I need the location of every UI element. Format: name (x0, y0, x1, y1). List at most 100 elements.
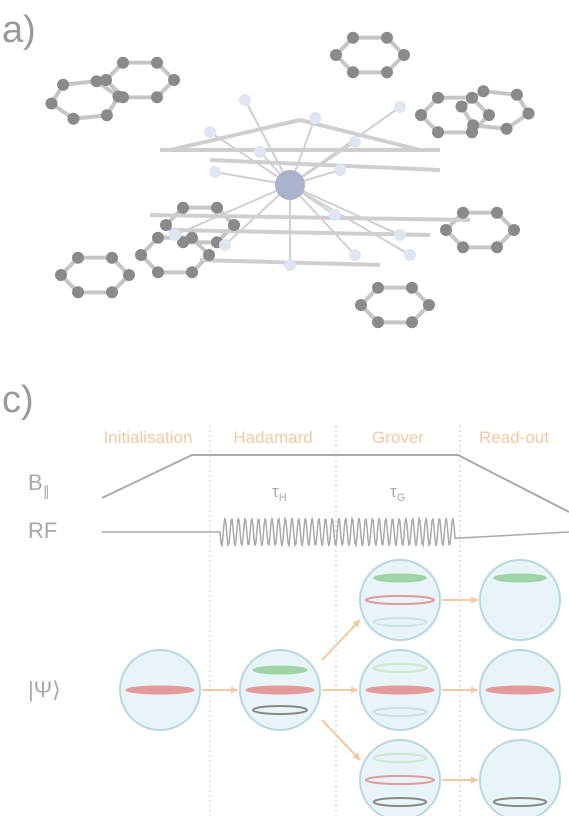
nitrogen-atom (209, 166, 221, 178)
carbon-atom (372, 316, 384, 328)
carbon-atom (152, 266, 164, 278)
bond (150, 215, 470, 220)
b-field-profile (102, 455, 569, 512)
bloch-sphere (480, 560, 560, 640)
carbon-atom (330, 49, 342, 61)
arrow-head (231, 686, 238, 694)
bond (170, 120, 300, 150)
carbon-atom (135, 249, 147, 261)
carbon-atom (398, 49, 410, 61)
nitrogen-atom (254, 146, 266, 158)
nitrogen-atom (329, 209, 341, 221)
state-label: |Ψ⟩ (28, 677, 61, 702)
level (126, 686, 194, 694)
arrow-head (471, 776, 478, 784)
carbon-atom (152, 232, 164, 244)
nitrogen-atom (334, 164, 346, 176)
carbon-atom (466, 92, 478, 104)
level (494, 574, 547, 582)
carbon-atom (347, 32, 359, 44)
arrow (322, 720, 360, 760)
carbon-atom (415, 109, 427, 121)
carbon-atom (57, 79, 69, 91)
carbon-atom (491, 207, 503, 219)
carbon-atom (123, 269, 135, 281)
tau-g: τG (390, 482, 405, 504)
bond (336, 38, 404, 73)
carbon-atom (168, 74, 180, 86)
metal-atom (275, 170, 305, 200)
level (253, 666, 307, 674)
molecule (46, 32, 535, 329)
carbon-atom (117, 91, 129, 103)
stage-label: Grover (372, 428, 424, 447)
carbon-atom (440, 224, 452, 236)
carbon-atom (106, 252, 118, 264)
carbon-atom (456, 101, 468, 113)
level (486, 686, 554, 694)
carbon-atom (501, 123, 513, 135)
bond (290, 185, 400, 235)
nitrogen-atom (309, 112, 321, 124)
bloch-sphere (480, 740, 560, 816)
bond (61, 258, 129, 293)
carbon-atom (483, 109, 495, 121)
carbon-atom (67, 113, 79, 125)
bond (361, 288, 429, 323)
carbon-atom (100, 74, 112, 86)
arrow-head (471, 686, 478, 694)
nitrogen-atom (169, 229, 181, 241)
carbon-atom (203, 249, 215, 261)
carbon-atom (477, 85, 489, 97)
stage-label: Read-out (479, 428, 549, 447)
rf-label: RF (28, 518, 57, 543)
carbon-atom (101, 109, 113, 121)
nitrogen-atom (219, 239, 231, 251)
level (374, 574, 427, 582)
state-spheres (120, 560, 560, 816)
carbon-atom (151, 57, 163, 69)
carbon-atom (423, 299, 435, 311)
carbon-atom (117, 57, 129, 69)
carbon-atom (511, 89, 523, 101)
carbon-atom (432, 92, 444, 104)
nitrogen-atom (394, 229, 406, 241)
carbon-atom (228, 219, 240, 231)
carbon-atom (381, 32, 393, 44)
carbon-atom (508, 224, 520, 236)
carbon-atom (381, 66, 393, 78)
carbon-atom (355, 299, 367, 311)
carbon-atom (406, 316, 418, 328)
carbon-atom (186, 266, 198, 278)
arrow-head (351, 686, 358, 694)
level (246, 686, 314, 694)
carbon-atom (523, 108, 535, 120)
stage-label: Hadamard (233, 428, 312, 447)
figure: a) c) Initialisation Hadamard Grover Rea… (0, 0, 569, 816)
panel-label: c) (2, 379, 34, 421)
tau-h: τH (272, 482, 287, 504)
arrow (322, 620, 360, 660)
carbon-atom (457, 241, 469, 253)
level (366, 686, 434, 694)
nitrogen-atom (349, 136, 361, 148)
nitrogen-atom (239, 94, 251, 106)
carbon-atom (46, 98, 58, 110)
nitrogen-atom (394, 101, 406, 113)
carbon-atom (457, 207, 469, 219)
nitrogen-atom (404, 249, 416, 261)
bloch-sphere (360, 560, 440, 640)
carbon-atom (466, 126, 478, 138)
nitrogen-atom (204, 126, 216, 138)
carbon-atom (151, 91, 163, 103)
carbon-atom (347, 66, 359, 78)
arrow-head (471, 596, 478, 604)
stage-label: Initialisation (104, 428, 193, 447)
carbon-atom (177, 202, 189, 214)
carbon-atom (72, 252, 84, 264)
carbon-atom (432, 126, 444, 138)
nitrogen-atom (284, 259, 296, 271)
carbon-atom (406, 282, 418, 294)
nitrogen-atom (349, 249, 361, 261)
carbon-atom (106, 286, 118, 298)
